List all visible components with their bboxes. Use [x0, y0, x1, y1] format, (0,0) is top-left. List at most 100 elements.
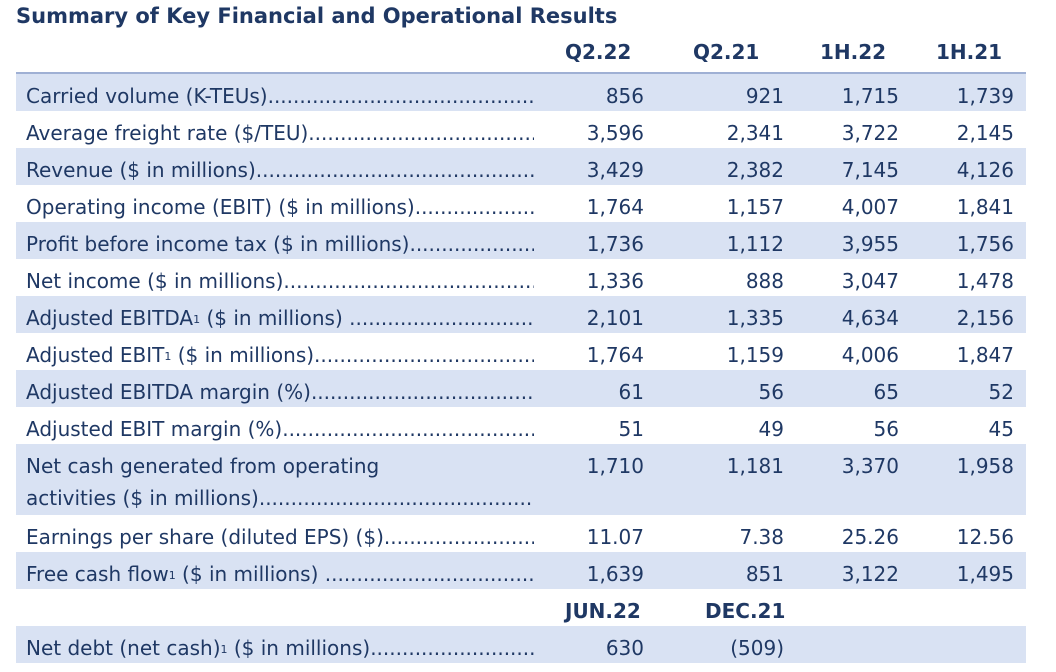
- row-label-text: Carried volume (K-TEUs): [26, 84, 268, 108]
- leader-dots: [370, 632, 534, 664]
- footnote-marker: 1: [164, 350, 172, 363]
- value-cell: 3,429: [586, 158, 644, 182]
- row-label: Earnings per share (diluted EPS) ($): [26, 521, 534, 553]
- leader-dots: [311, 376, 534, 408]
- value-cell: 1,181: [726, 454, 784, 478]
- row-label: Adjusted EBITDA 1 ($ in millions): [26, 302, 534, 338]
- value-cell: 51: [618, 417, 644, 441]
- header-divider: [16, 72, 1026, 74]
- row-label-text: Net income ($ in millions): [26, 269, 284, 293]
- column-header-1h-22: 1H.22: [820, 40, 887, 64]
- row-label-suffix: ($ in millions): [175, 562, 325, 586]
- value-cell: 61: [618, 380, 644, 404]
- value-cell: (509): [730, 636, 784, 660]
- row-label: Carried volume (K-TEUs): [26, 80, 534, 112]
- leader-dots: [282, 413, 534, 445]
- value-cell: 1,478: [956, 269, 1014, 293]
- value-cell: 1,756: [956, 232, 1014, 256]
- value-cell: 856: [605, 84, 644, 108]
- value-cell: 1,764: [586, 195, 644, 219]
- row-label: Net cash generated from operating activit…: [26, 450, 534, 514]
- row-label-text: Net debt (net cash): [26, 636, 221, 660]
- value-cell: 3,122: [841, 562, 899, 586]
- value-cell: 1,159: [726, 343, 784, 367]
- table-row: Profit before income tax ($ in millions)…: [16, 222, 1026, 259]
- value-cell: 1,335: [726, 306, 784, 330]
- leader-dots: [415, 191, 534, 223]
- value-cell: 49: [758, 417, 784, 441]
- column-header-1h-21: 1H.21: [936, 40, 1003, 64]
- value-cell: 3,955: [841, 232, 899, 256]
- balance-header-row: JUN.22 DEC.21: [16, 589, 1026, 626]
- value-cell: 1,847: [956, 343, 1014, 367]
- value-cell: 3,047: [841, 269, 899, 293]
- leader-dots: [349, 302, 534, 334]
- footnote-marker: 1: [220, 643, 228, 656]
- row-label-text: Adjusted EBIT margin (%): [26, 417, 283, 441]
- row-label: Net income ($ in millions): [26, 265, 534, 297]
- row-label-text: Adjusted EBIT: [26, 343, 165, 367]
- table-row-net-debt: Net debt (net cash)1 ($ in millions) 630 (…: [16, 626, 1026, 663]
- value-cell: 4,634: [841, 306, 899, 330]
- footnote-marker: 1: [168, 569, 176, 582]
- table-row: Adjusted EBITDA margin (%) 61 56 65 52: [16, 370, 1026, 407]
- row-label-text: Adjusted EBITDA: [26, 306, 194, 330]
- row-label-text: Revenue ($ in millions): [26, 158, 256, 182]
- row-label: Net debt (net cash) 1 ($ in millions): [26, 632, 534, 668]
- row-label-text: Average freight rate ($/TEU): [26, 121, 309, 145]
- value-cell: 56: [873, 417, 899, 441]
- value-cell: 52: [988, 380, 1014, 404]
- value-cell: 1,841: [956, 195, 1014, 219]
- value-cell: 1,958: [956, 454, 1014, 478]
- leader-dots: [283, 265, 534, 297]
- row-label: Adjusted EBIT 1 ($ in millions): [26, 339, 534, 375]
- row-label-text: Profit before income tax ($ in millions): [26, 232, 410, 256]
- row-label-line1: Net cash generated from operating: [26, 454, 380, 478]
- value-cell: 4,006: [841, 343, 899, 367]
- value-cell: 3,370: [841, 454, 899, 478]
- leader-dots: [256, 154, 534, 186]
- table-row: Operating income (EBIT) ($ in millions) …: [16, 185, 1026, 222]
- value-cell: 3,722: [841, 121, 899, 145]
- value-cell: 851: [745, 562, 784, 586]
- row-label: Adjusted EBITDA margin (%): [26, 376, 534, 408]
- table-row: Revenue ($ in millions) 3,429 2,382 7,145 4,…: [16, 148, 1026, 185]
- value-cell: 1,736: [586, 232, 644, 256]
- leader-dots: [325, 558, 534, 590]
- value-cell: 1,495: [956, 562, 1014, 586]
- row-label-suffix: ($ in millions): [200, 306, 350, 330]
- value-cell: 25.26: [841, 525, 899, 549]
- row-label: Free cash flow 1 ($ in millions): [26, 558, 534, 594]
- value-cell: 1,639: [586, 562, 644, 586]
- row-label-text: Adjusted EBITDA margin (%): [26, 380, 311, 404]
- row-label: Profit before income tax ($ in millions): [26, 228, 534, 260]
- value-cell: 4,126: [956, 158, 1014, 182]
- table-row: Average freight rate ($/TEU) 3,596 2,341 3,…: [16, 111, 1026, 148]
- leader-dots: [259, 482, 534, 514]
- value-cell: 7,145: [841, 158, 899, 182]
- row-label-line2: activities ($ in millions): [26, 486, 259, 510]
- row-label: Average freight rate ($/TEU): [26, 117, 534, 149]
- leader-dots: [409, 228, 534, 260]
- table-row: Earnings per share (diluted EPS) ($) 11.0…: [16, 515, 1026, 552]
- value-cell: 3,596: [586, 121, 644, 145]
- column-header-q2-22: Q2.22: [565, 40, 632, 64]
- footnote-marker: 1: [193, 313, 201, 326]
- value-cell: 1,112: [726, 232, 784, 256]
- column-header-dec-21: DEC.21: [705, 599, 786, 623]
- leader-dots: [384, 521, 534, 553]
- leader-dots: [268, 80, 534, 112]
- value-cell: 888: [745, 269, 784, 293]
- table-row: Adjusted EBIT margin (%) 51 49 56 45: [16, 407, 1026, 444]
- value-cell: 1,764: [586, 343, 644, 367]
- value-cell: 2,101: [586, 306, 644, 330]
- value-cell: 1,157: [726, 195, 784, 219]
- column-header-q2-21: Q2.21: [693, 40, 760, 64]
- value-cell: 7.38: [739, 525, 784, 549]
- row-label-text: Free cash flow: [26, 562, 169, 586]
- value-cell: 1,336: [586, 269, 644, 293]
- row-label: Adjusted EBIT margin (%): [26, 413, 534, 445]
- value-cell: 56: [758, 380, 784, 404]
